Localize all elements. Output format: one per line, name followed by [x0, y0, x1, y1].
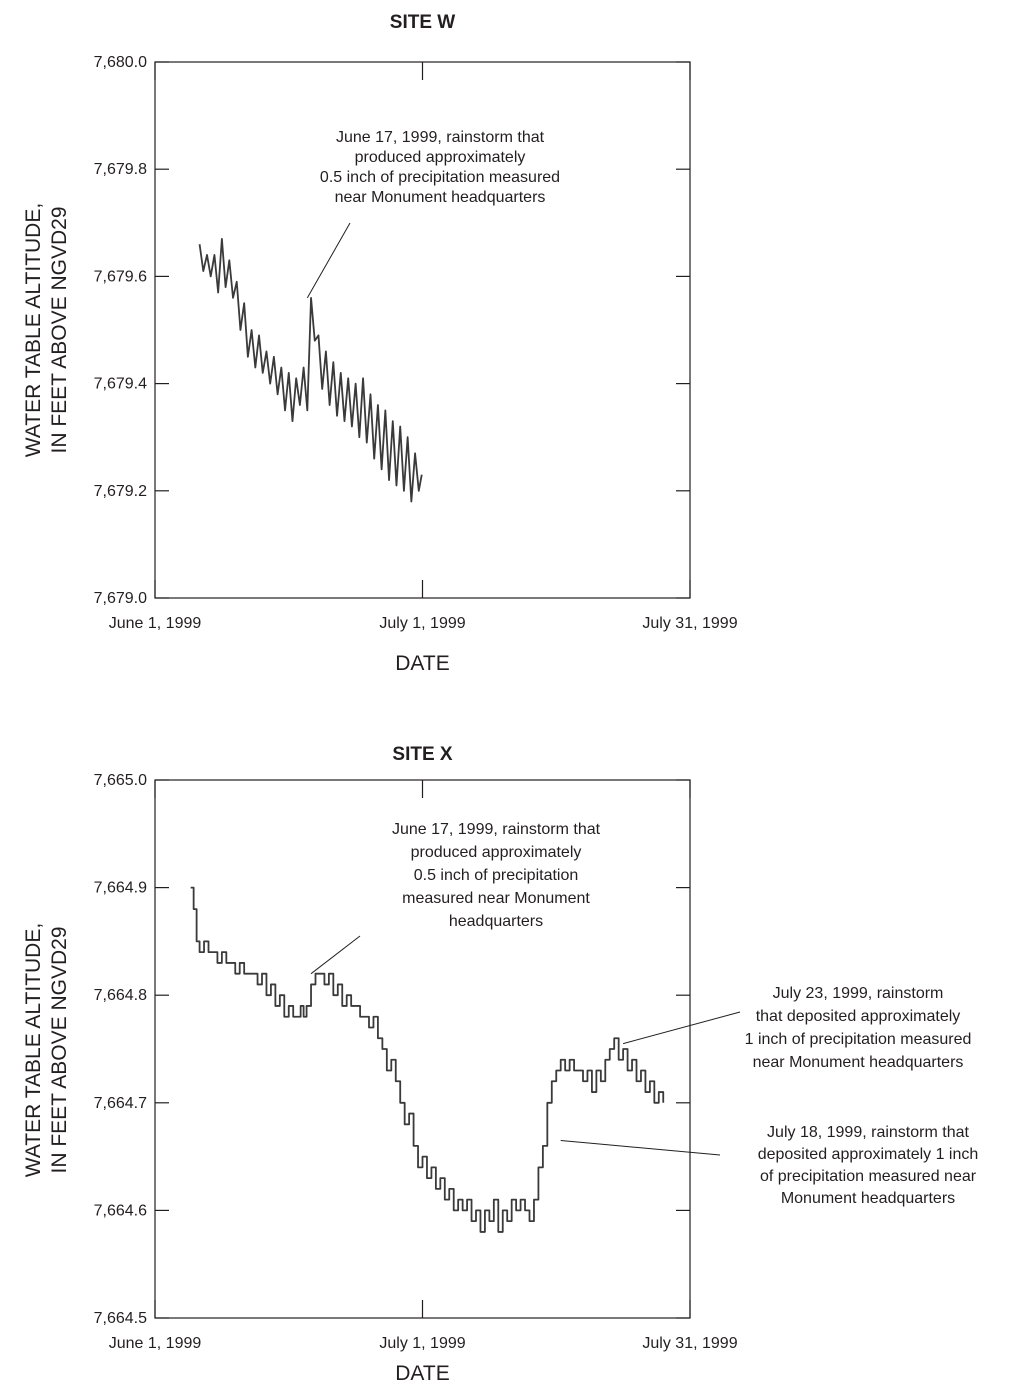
y-tick-label: 7,665.0 [94, 772, 147, 789]
y-tick-label: 7,679.4 [94, 376, 147, 393]
annotation-line: of precipitation measured near [760, 1168, 977, 1185]
annotation-leader [310, 935, 361, 975]
chart-title: SITE X [392, 744, 453, 765]
annotation-text: June 17, 1999, rainstorm that produced ap… [392, 821, 601, 930]
x-tick-label: June 1, 1999 [109, 1335, 202, 1352]
water-level-series [190, 886, 665, 1233]
y-axis-label: WATER TABLE ALTITUDE, [22, 923, 45, 1177]
annotation-line: near Monument headquarters [335, 189, 546, 206]
annotation-line: deposited approximately 1 inch [758, 1146, 979, 1163]
x-tick-label: July 31, 1999 [642, 1335, 737, 1352]
x-axis-label: DATE [395, 652, 449, 675]
y-tick-label: 7,664.5 [94, 1310, 147, 1327]
y-axis-label: IN FEET ABOVE NGVD29 [48, 206, 71, 453]
y-tick-label: 7,664.7 [94, 1095, 147, 1112]
y-tick-label: 7,679.8 [94, 161, 147, 178]
annotation-line: July 18, 1999, rainstorm that [767, 1124, 969, 1141]
chart-title: SITE W [390, 12, 456, 33]
x-tick-label: July 1, 1999 [379, 615, 465, 632]
y-tick-label: 7,664.9 [94, 880, 147, 897]
annotation-line: measured near Monument [402, 890, 590, 907]
y-tick-label: 7,664.8 [94, 987, 147, 1004]
annotation-line: produced approximately [411, 844, 582, 861]
water-level-series [198, 237, 423, 503]
annotation-leader [306, 222, 351, 299]
x-tick-label: July 1, 1999 [379, 1335, 465, 1352]
annotation-line: June 17, 1999, rainstorm that [336, 129, 545, 146]
annotation-leader [560, 1139, 721, 1156]
y-axis-label: IN FEET ABOVE NGVD29 [48, 926, 71, 1173]
annotation-leader [622, 1011, 741, 1045]
annotation-line: July 23, 1999, rainstorm [773, 985, 944, 1002]
annotation-text: July 18, 1999, rainstorm that deposited a… [758, 1124, 979, 1207]
annotation-line: produced approximately [355, 149, 526, 166]
y-tick-label: 7,679.6 [94, 268, 147, 285]
x-tick-label: June 1, 1999 [109, 615, 202, 632]
x-axis-label: DATE [395, 1362, 449, 1385]
chart-panel: SITE X 7,664.5 7,664.6 7,664.7 7,664.8 7,664.… [22, 744, 978, 1385]
annotation-text: June 17, 1999, rainstorm that produced ap… [320, 129, 560, 206]
x-tick-label: July 31, 1999 [642, 615, 737, 632]
annotation-line: 0.5 inch of precipitation measured [320, 169, 560, 186]
y-tick-label: 7,664.6 [94, 1202, 147, 1219]
y-axis-label: WATER TABLE ALTITUDE, [22, 203, 45, 457]
y-tick-label: 7,679.2 [94, 483, 147, 500]
annotation-line: Monument headquarters [781, 1190, 955, 1207]
chart-panel: SITE W 7,679.0 7,679.2 7,679.4 7,679.6 7,679.… [22, 12, 738, 675]
annotation-line: that deposited approximately [756, 1008, 961, 1025]
annotation-line: 1 inch of precipitation measured [745, 1031, 972, 1048]
annotation-text: July 23, 1999, rainstorm that deposited a… [745, 985, 972, 1071]
annotation-line: 0.5 inch of precipitation [414, 867, 579, 884]
annotation-line: near Monument headquarters [753, 1054, 964, 1071]
y-tick-label: 7,679.0 [94, 590, 147, 607]
y-tick-label: 7,680.0 [94, 54, 147, 71]
annotation-line: headquarters [449, 913, 543, 930]
annotation-line: June 17, 1999, rainstorm that [392, 821, 601, 838]
